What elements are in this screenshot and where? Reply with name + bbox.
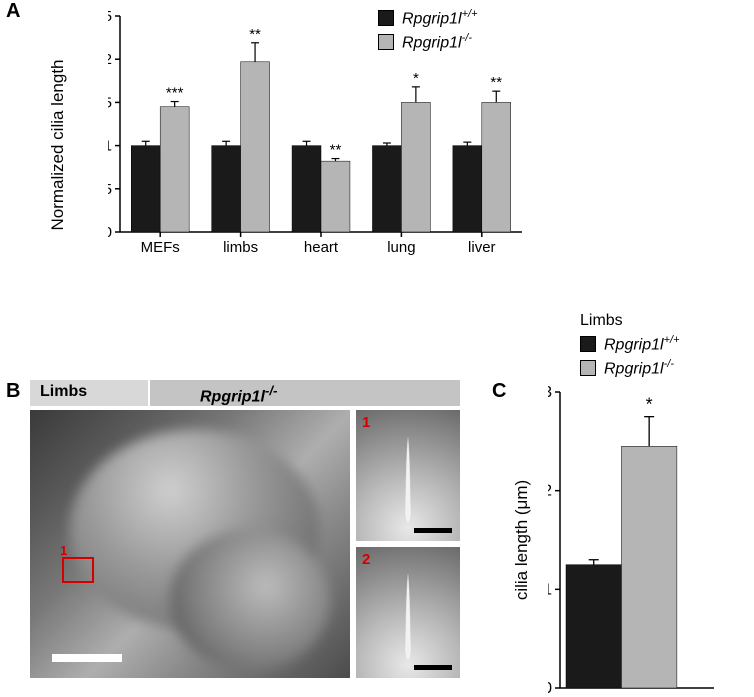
svg-text:3: 3 — [548, 384, 552, 401]
legend-item: Rpgrip1l-/- — [378, 32, 478, 52]
sem-header-right: Rpgrip1l-/- — [150, 380, 460, 406]
legend-item: Rpgrip1l-/- — [580, 358, 680, 378]
svg-text:lung: lung — [387, 239, 415, 256]
svg-text:2.5: 2.5 — [108, 10, 112, 25]
panel-b-label: B — [6, 380, 20, 403]
legend-item: Rpgrip1l+/+ — [378, 8, 478, 28]
svg-text:**: ** — [330, 142, 342, 159]
svg-text:*: * — [413, 70, 419, 87]
sem-main-scalebar — [52, 654, 122, 662]
panel-c: Limbs Rpgrip1l+/+ Rpgrip1l-/- cilia lengt… — [500, 306, 750, 696]
roi-box: 1 — [62, 557, 94, 583]
panel-c-legend: Limbs Rpgrip1l+/+ Rpgrip1l-/- — [580, 312, 680, 383]
sem-inset: 1 — [356, 410, 460, 541]
svg-text:MEFs: MEFs — [141, 239, 180, 256]
panel-c-chart: 0 1 2 3 * — [548, 384, 718, 694]
sem-header: Limbs Rpgrip1l-/- — [30, 380, 460, 406]
svg-text:1: 1 — [108, 138, 112, 155]
panel-b: Limbs Rpgrip1l-/- 12 1 2 — [30, 380, 480, 690]
svg-text:heart: heart — [304, 239, 339, 256]
svg-text:0: 0 — [108, 224, 112, 241]
svg-text:0.5: 0.5 — [108, 181, 112, 198]
sem-inset: 2 — [356, 547, 460, 678]
panel-a: Normalized cilia length 0 0.5 1 1.5 2 2.5 MEFs… — [38, 0, 578, 290]
svg-text:1.5: 1.5 — [108, 94, 112, 111]
sem-main-image: 12 — [30, 410, 350, 678]
roi-box: 2 — [206, 608, 238, 634]
svg-text:***: *** — [166, 85, 184, 102]
svg-text:liver: liver — [468, 239, 496, 256]
panel-a-ylabel: Normalized cilia length — [48, 59, 68, 230]
svg-text:*: * — [646, 395, 653, 415]
legend-item: Rpgrip1l+/+ — [580, 334, 680, 354]
panel-a-legend: Rpgrip1l+/+ Rpgrip1l-/- — [378, 8, 478, 57]
svg-text:**: ** — [490, 74, 502, 91]
sem-header-left: Limbs — [30, 380, 150, 406]
sem-insets: 1 2 — [356, 410, 460, 678]
svg-text:0: 0 — [548, 680, 552, 694]
panel-c-legend-title: Limbs — [580, 312, 680, 330]
panel-c-ylabel: cilia length (μm) — [512, 480, 532, 600]
svg-text:2: 2 — [108, 51, 112, 68]
svg-text:limbs: limbs — [223, 239, 258, 256]
svg-text:2: 2 — [548, 483, 552, 500]
svg-text:**: ** — [249, 26, 261, 43]
svg-text:1: 1 — [548, 581, 552, 598]
panel-a-label: A — [6, 0, 20, 23]
